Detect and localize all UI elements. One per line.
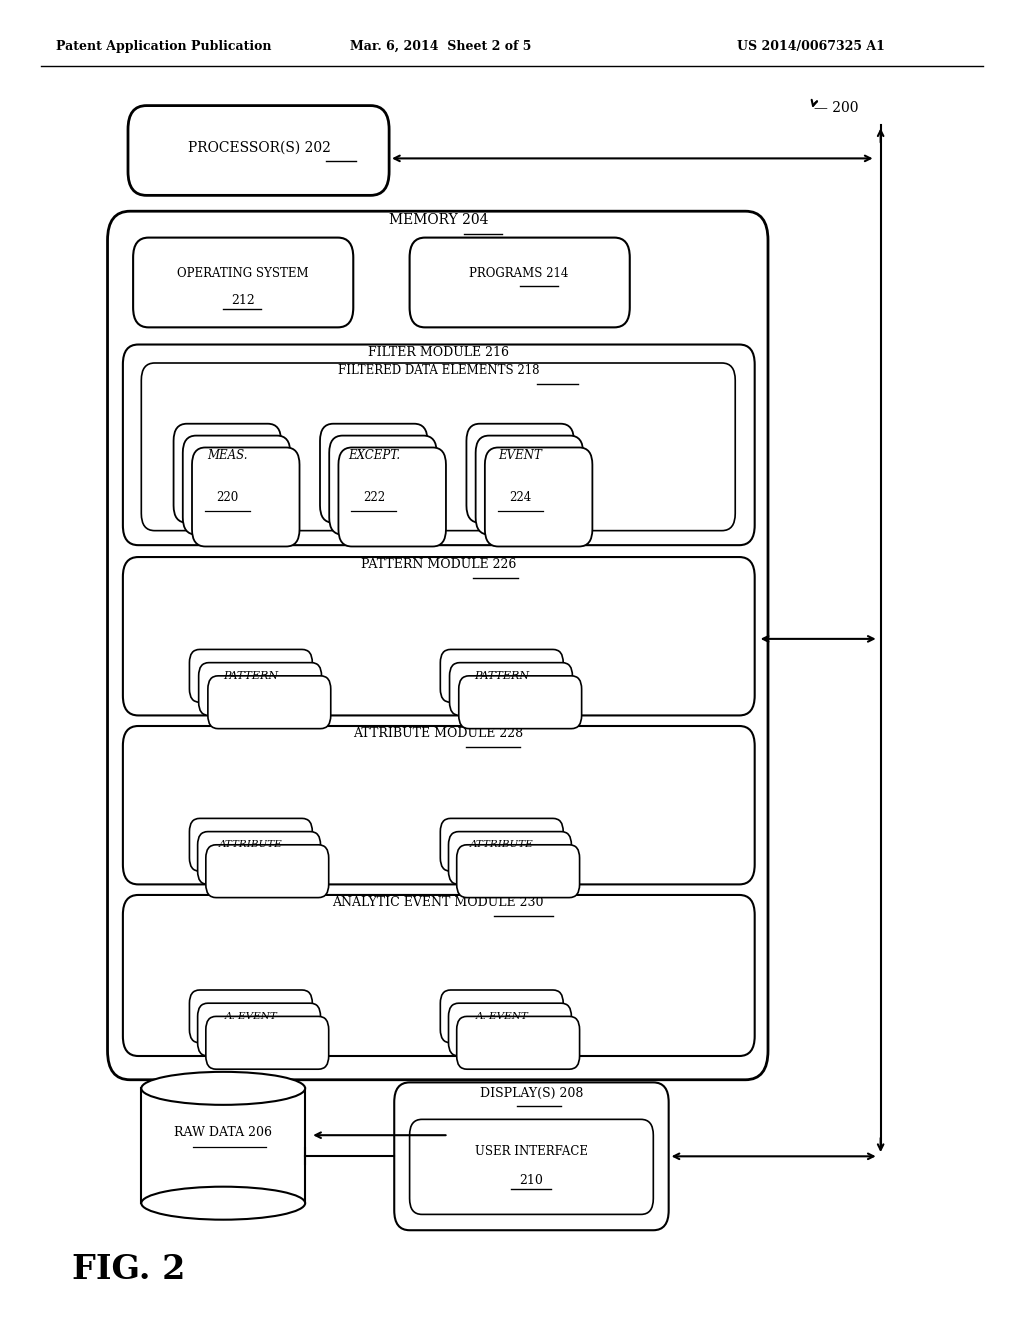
FancyBboxPatch shape bbox=[123, 726, 755, 884]
Text: 224: 224 bbox=[509, 491, 531, 504]
FancyBboxPatch shape bbox=[330, 436, 436, 535]
Text: OPERATING SYSTEM: OPERATING SYSTEM bbox=[177, 267, 308, 280]
Ellipse shape bbox=[141, 1072, 305, 1105]
Text: Mar. 6, 2014  Sheet 2 of 5: Mar. 6, 2014 Sheet 2 of 5 bbox=[349, 40, 531, 53]
Text: 212: 212 bbox=[230, 294, 255, 308]
Text: MEMORY 204: MEMORY 204 bbox=[388, 214, 488, 227]
FancyBboxPatch shape bbox=[459, 676, 582, 729]
FancyBboxPatch shape bbox=[394, 1082, 669, 1230]
Text: MEAS.: MEAS. bbox=[207, 449, 248, 462]
Text: A. EVENT: A. EVENT bbox=[224, 1012, 278, 1020]
FancyBboxPatch shape bbox=[475, 436, 584, 535]
FancyBboxPatch shape bbox=[189, 649, 312, 702]
Text: ATTRIBUTE: ATTRIBUTE bbox=[219, 841, 283, 849]
Ellipse shape bbox=[141, 1187, 305, 1220]
Text: 222: 222 bbox=[362, 491, 385, 504]
FancyBboxPatch shape bbox=[183, 436, 291, 535]
FancyBboxPatch shape bbox=[457, 845, 580, 898]
Bar bbox=[141, 1088, 305, 1204]
FancyBboxPatch shape bbox=[206, 1016, 329, 1069]
FancyBboxPatch shape bbox=[123, 895, 755, 1056]
FancyBboxPatch shape bbox=[338, 447, 446, 546]
FancyBboxPatch shape bbox=[198, 832, 321, 884]
FancyBboxPatch shape bbox=[206, 845, 329, 898]
Text: A. EVENT: A. EVENT bbox=[475, 1012, 528, 1020]
FancyBboxPatch shape bbox=[108, 211, 768, 1080]
FancyBboxPatch shape bbox=[457, 1016, 580, 1069]
Text: ATTRIBUTE: ATTRIBUTE bbox=[470, 841, 534, 849]
FancyBboxPatch shape bbox=[193, 447, 299, 546]
Text: ATTRIBUTE MODULE 228: ATTRIBUTE MODULE 228 bbox=[353, 727, 523, 741]
FancyBboxPatch shape bbox=[174, 424, 281, 523]
FancyBboxPatch shape bbox=[199, 663, 322, 715]
FancyBboxPatch shape bbox=[133, 238, 353, 327]
FancyBboxPatch shape bbox=[189, 818, 312, 871]
Text: FIG. 2: FIG. 2 bbox=[72, 1254, 185, 1286]
FancyBboxPatch shape bbox=[128, 106, 389, 195]
FancyBboxPatch shape bbox=[198, 1003, 321, 1056]
Text: US 2014/0067325 A1: US 2014/0067325 A1 bbox=[737, 40, 885, 53]
Text: RAW DATA 206: RAW DATA 206 bbox=[174, 1126, 272, 1139]
FancyBboxPatch shape bbox=[410, 238, 630, 327]
Text: DISPLAY(S) 208: DISPLAY(S) 208 bbox=[480, 1086, 583, 1100]
FancyBboxPatch shape bbox=[440, 990, 563, 1043]
FancyBboxPatch shape bbox=[123, 557, 755, 715]
FancyBboxPatch shape bbox=[485, 447, 592, 546]
Text: PROCESSOR(S) 202: PROCESSOR(S) 202 bbox=[187, 141, 331, 154]
Text: EVENT: EVENT bbox=[499, 449, 542, 462]
Text: USER INTERFACE: USER INTERFACE bbox=[475, 1144, 588, 1158]
FancyBboxPatch shape bbox=[123, 345, 755, 545]
FancyBboxPatch shape bbox=[141, 363, 735, 531]
FancyBboxPatch shape bbox=[449, 832, 571, 884]
FancyBboxPatch shape bbox=[440, 818, 563, 871]
Text: PATTERN MODULE 226: PATTERN MODULE 226 bbox=[360, 558, 516, 572]
FancyBboxPatch shape bbox=[467, 424, 573, 523]
Text: PATTERN: PATTERN bbox=[474, 671, 529, 681]
FancyBboxPatch shape bbox=[319, 424, 428, 523]
Text: PATTERN: PATTERN bbox=[223, 671, 279, 681]
Text: FILTER MODULE 216: FILTER MODULE 216 bbox=[368, 346, 509, 359]
Text: — 200: — 200 bbox=[814, 102, 858, 115]
FancyBboxPatch shape bbox=[189, 990, 312, 1043]
FancyBboxPatch shape bbox=[440, 649, 563, 702]
FancyBboxPatch shape bbox=[410, 1119, 653, 1214]
Text: 220: 220 bbox=[216, 491, 239, 504]
Text: FILTERED DATA ELEMENTS 218: FILTERED DATA ELEMENTS 218 bbox=[338, 364, 539, 378]
Text: EXCEPT.: EXCEPT. bbox=[348, 449, 399, 462]
Text: 210: 210 bbox=[519, 1173, 544, 1187]
FancyBboxPatch shape bbox=[208, 676, 331, 729]
Text: Patent Application Publication: Patent Application Publication bbox=[56, 40, 271, 53]
Text: ANALYTIC EVENT MODULE 230: ANALYTIC EVENT MODULE 230 bbox=[333, 896, 544, 909]
FancyBboxPatch shape bbox=[449, 1003, 571, 1056]
FancyBboxPatch shape bbox=[450, 663, 572, 715]
Text: PROGRAMS 214: PROGRAMS 214 bbox=[469, 267, 569, 280]
